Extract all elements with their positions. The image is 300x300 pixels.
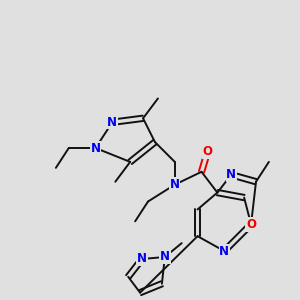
Text: N: N [91, 142, 100, 154]
Text: N: N [219, 244, 229, 258]
Text: O: O [246, 218, 256, 231]
Text: N: N [107, 116, 117, 129]
Text: N: N [160, 250, 170, 263]
Text: N: N [226, 168, 236, 181]
Text: N: N [170, 178, 180, 191]
Text: O: O [202, 146, 212, 158]
Text: N: N [137, 253, 147, 266]
